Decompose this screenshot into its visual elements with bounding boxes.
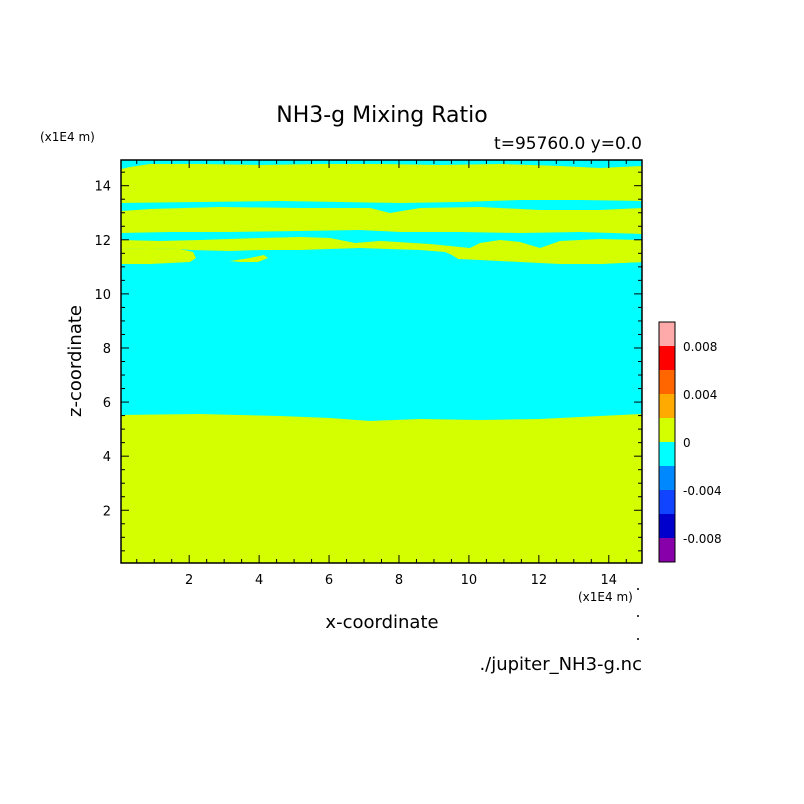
colorbar-tick-label: 0 [683, 436, 691, 450]
y-tick-label: 4 [103, 450, 111, 465]
y-tick-label: 12 [94, 234, 111, 249]
contour-region-negative-main [121, 248, 642, 421]
contour-island-positive-small [230, 255, 268, 262]
x-tick-label: 8 [395, 573, 403, 588]
colorbar-band [659, 490, 675, 514]
marker-dot [637, 615, 639, 617]
x-tick-label: 6 [325, 573, 333, 588]
contour-island-positive-left [121, 248, 196, 264]
colorbar-tick-label: -0.008 [683, 532, 722, 546]
y-tick-label: 6 [103, 396, 111, 411]
marker-dot [637, 588, 639, 590]
contour-region-negative-13 [121, 200, 642, 213]
marker-dot [637, 638, 639, 640]
colorbar-frame [658, 321, 676, 563]
colorbar-band [659, 466, 675, 490]
colorbar-band [659, 418, 675, 442]
x-tick-label: 14 [601, 573, 618, 588]
colorbar-band [659, 394, 675, 418]
y-tick-label: 10 [94, 288, 111, 303]
colorbar: -0.008 -0.004 0 0.004 0.008 [658, 321, 722, 563]
y-axis-label: z-coordinate [65, 305, 86, 417]
y-tick-label: 2 [103, 504, 111, 519]
colorbar-tick-label: -0.004 [683, 484, 722, 498]
colorbar-band [659, 514, 675, 538]
colorbar-band [659, 370, 675, 394]
z-unit-label: (x1E4 m) [40, 130, 95, 144]
chart-subtitle: t=95760.0 y=0.0 [494, 134, 642, 154]
colorbar-tick-label: 0.004 [683, 388, 717, 402]
source-file-label: ./jupiter_NH3-g.nc [479, 654, 642, 675]
colorbar-tick-label: 0.008 [683, 340, 717, 354]
colorbar-band [659, 538, 675, 562]
x-axis-ticks: 2 4 6 8 10 12 14 [136, 160, 627, 588]
contour-fills [121, 160, 642, 563]
x-unit-label: (x1E4 m) [578, 590, 633, 604]
x-tick-label: 12 [531, 573, 548, 588]
colorbar-band [659, 442, 675, 466]
x-tick-label: 4 [255, 573, 263, 588]
x-tick-label: 2 [185, 573, 193, 588]
colorbar-band [659, 346, 675, 370]
y-axis-ticks: 2 4 6 8 10 12 14 [94, 171, 642, 552]
contour-region-negative-top [121, 160, 642, 169]
y-tick-label: 14 [94, 180, 111, 195]
contour-region-negative-12 [121, 230, 642, 248]
y-tick-label: 8 [103, 342, 111, 357]
x-tick-label: 10 [461, 573, 478, 588]
chart-title: NH3-g Mixing Ratio [276, 103, 488, 128]
x-axis-label: x-coordinate [325, 612, 438, 633]
contour-island-positive-right [452, 248, 642, 264]
colorbar-band [659, 322, 675, 346]
